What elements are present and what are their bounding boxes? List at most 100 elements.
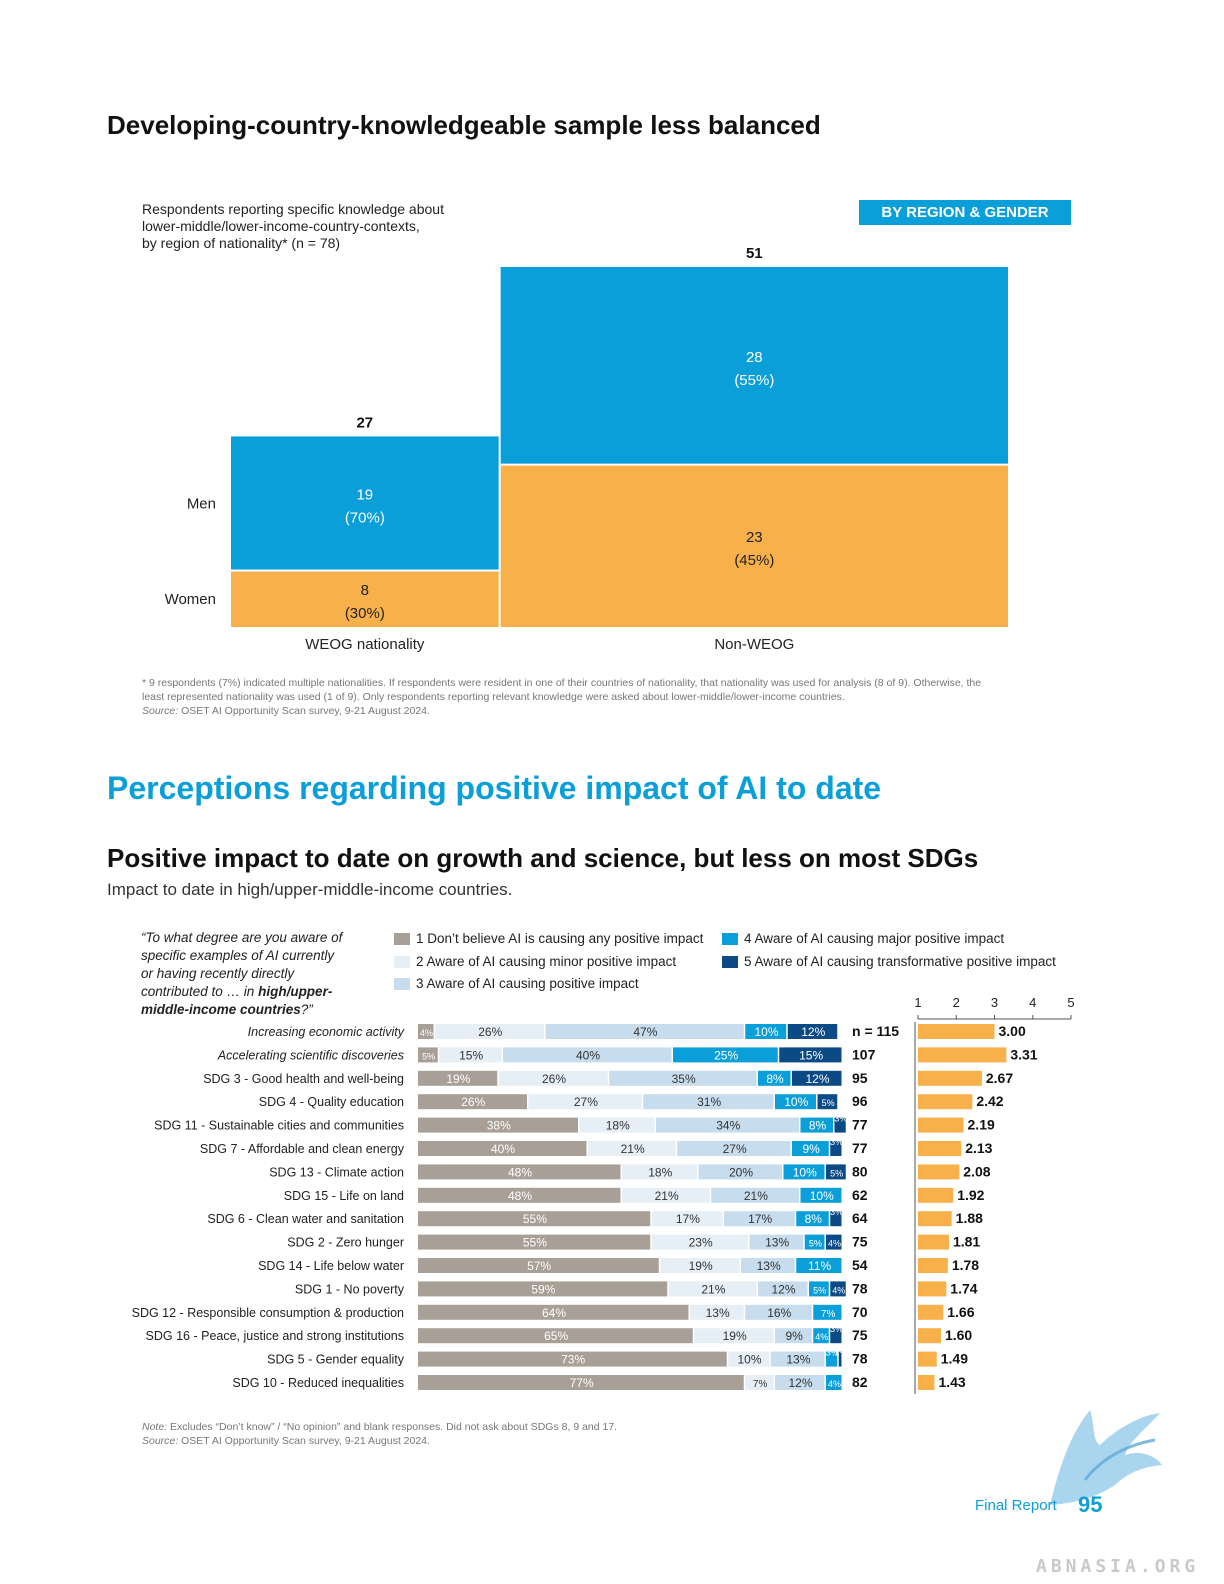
segment-label: 26%: [461, 1095, 485, 1109]
segment-3: [724, 1211, 795, 1227]
mean-bar: [918, 1070, 982, 1086]
segment-1: [418, 1070, 498, 1086]
mean-value: 2.42: [976, 1093, 1003, 1109]
segment-label: 12%: [805, 1072, 829, 1086]
segment-1: [418, 1328, 693, 1344]
segment-4: [826, 1375, 842, 1390]
n-value: n = 115: [852, 1023, 899, 1039]
segment-label: 8%: [809, 1119, 827, 1133]
segment-4: [800, 1187, 842, 1203]
segment-label: 18%: [606, 1119, 630, 1133]
segment-label: 65%: [544, 1329, 568, 1343]
segment-label: 20%: [729, 1165, 753, 1179]
question-emphasis: high/upper-: [258, 984, 333, 999]
region-gender-badge: BY REGION & GENDER: [859, 200, 1071, 225]
question-line: contributed to … in high/upper-: [141, 983, 381, 1001]
segment-4: [758, 1070, 791, 1086]
data-label: (55%): [734, 372, 774, 389]
segment-1: [418, 1375, 744, 1390]
mean-bar: [918, 1328, 941, 1344]
row-label: SDG 13 - Climate action: [269, 1165, 404, 1179]
segment-2: [439, 1047, 502, 1063]
segment-4: [796, 1211, 829, 1227]
segment-label: 3%: [830, 1324, 843, 1334]
mean-bar: [918, 1141, 962, 1156]
data-label: 28: [746, 349, 763, 366]
n-value: 75: [852, 1234, 868, 1250]
segment-4: [813, 1328, 829, 1344]
segment-label: 77%: [570, 1376, 594, 1390]
segment-label: 19%: [446, 1072, 470, 1086]
legend-item-2: 2 Aware of AI causing minor positive imp…: [394, 954, 676, 969]
segment-label: 17%: [676, 1212, 700, 1226]
segment-label: 15%: [799, 1048, 823, 1062]
segment-4: [809, 1281, 829, 1297]
mean-bar: [918, 1117, 964, 1133]
segment-label: 55%: [523, 1212, 547, 1226]
segment-label: 5%: [809, 1239, 822, 1249]
mean-bar: [918, 1211, 952, 1227]
data-label: 23: [746, 529, 763, 546]
segment-label: 3%: [830, 1207, 843, 1217]
legend-item-5: 5 Aware of AI causing transformative pos…: [722, 954, 1056, 969]
subsection-title: Positive impact to date on growth and sc…: [107, 843, 979, 873]
segment-label: 23%: [689, 1236, 713, 1250]
segment-3: [775, 1375, 825, 1390]
segment-label: 21%: [621, 1142, 645, 1156]
row-label: SDG 5 - Gender equality: [267, 1353, 405, 1367]
legend-label: 5 Aware of AI causing transformative pos…: [744, 954, 1056, 969]
segment-5: [817, 1094, 838, 1110]
n-value: 77: [852, 1140, 868, 1156]
n-value: 95: [852, 1070, 868, 1086]
segment-2: [745, 1375, 774, 1390]
impact-note: Note: Excludes “Don’t know” / “No opinio…: [142, 1420, 617, 1434]
mean-bar: [918, 1281, 947, 1297]
segment-label: 64%: [542, 1306, 566, 1320]
segment-4: [745, 1024, 787, 1039]
segment-label: 5%: [830, 1168, 843, 1178]
segment-1: [418, 1211, 651, 1227]
segment-label: 5%: [813, 1285, 826, 1295]
question-text: contributed to … in: [141, 984, 259, 999]
mosaic-source: Source: OSET AI Opportunity Scan survey,…: [142, 704, 1082, 718]
segment-label: 16%: [767, 1306, 791, 1320]
legend-item-3: 3 Aware of AI causing positive impact: [394, 976, 639, 991]
mean-axis-tick-label: 5: [1067, 995, 1074, 1010]
segment-label: 1%: [834, 1348, 847, 1358]
data-label: 19: [356, 486, 373, 503]
segment-2: [622, 1187, 710, 1203]
mean-value: 2.19: [968, 1117, 995, 1133]
segment-1: [418, 1304, 689, 1320]
legend-label: 2 Aware of AI causing minor positive imp…: [416, 954, 677, 969]
segment-2: [498, 1070, 608, 1086]
n-value: 78: [852, 1280, 868, 1296]
survey-question: “To what degree are you aware of specifi…: [141, 929, 381, 1019]
segment-label: 27%: [723, 1142, 747, 1156]
mean-bar: [918, 1024, 995, 1039]
segment-2: [435, 1024, 544, 1039]
segment-1: [418, 1117, 578, 1133]
segment-5: [830, 1141, 842, 1156]
bar-women: [500, 465, 1008, 627]
segment-label: 48%: [508, 1189, 532, 1203]
segment-label: 4%: [420, 1028, 433, 1038]
segment-3: [609, 1070, 757, 1086]
segment-1: [418, 1234, 651, 1250]
segment-label: 12%: [771, 1282, 795, 1296]
section-title-sample: Developing-country-knowledgeable sample …: [107, 110, 821, 140]
segment-label: 18%: [648, 1165, 672, 1179]
segment-5: [787, 1024, 838, 1039]
data-label: (30%): [345, 605, 385, 622]
segment-3: [643, 1094, 774, 1110]
mean-value: 1.88: [956, 1210, 983, 1226]
bird-logo-icon: [1050, 1410, 1162, 1505]
segment-3: [745, 1304, 812, 1320]
n-value: 54: [852, 1257, 868, 1273]
watermark-logo: ABNASIA.ORG: [1036, 1556, 1200, 1577]
mosaic-note-line: least represented nationality was used (…: [142, 691, 845, 703]
segment-label: 10%: [737, 1353, 761, 1367]
mean-value: 1.92: [957, 1187, 984, 1203]
legend-swatch: [394, 955, 410, 968]
row-label: SDG 1 - No poverty: [295, 1282, 405, 1296]
row-label: SDG 4 - Quality education: [259, 1095, 404, 1109]
